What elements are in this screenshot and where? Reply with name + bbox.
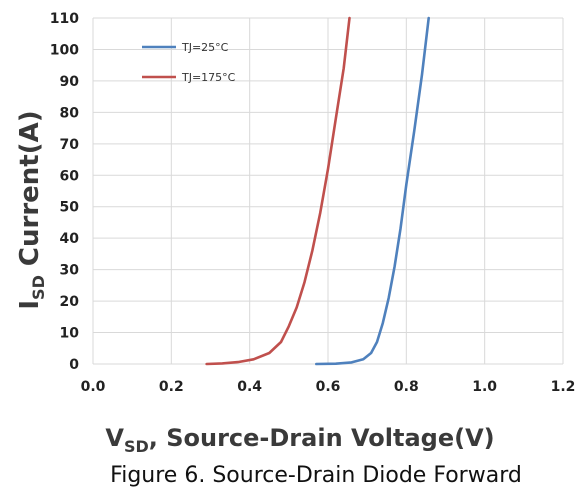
series-line-0	[315, 16, 430, 366]
y-axis-label: ISD Current(A)	[15, 110, 48, 309]
x-tick-label: 0.0	[81, 379, 106, 395]
chart-grid	[92, 17, 564, 365]
series-line-1	[205, 16, 351, 366]
figure-caption: Figure 6. Source-Drain Diode Forward	[110, 463, 522, 488]
x-tick-label: 1.2	[551, 379, 576, 395]
y-tick-label: 20	[60, 294, 80, 310]
y-tick-label: 0	[69, 357, 79, 373]
y-tick-label: 110	[50, 11, 79, 27]
legend-label: TJ=175°C	[181, 71, 236, 84]
y-tick-labels: 0 10 20 30 40 50 60 70 80 90 100 110	[50, 11, 79, 373]
y-tick-label: 80	[60, 105, 80, 121]
y-tick-label: 90	[60, 74, 80, 90]
y-tick-label: 10	[60, 326, 80, 342]
x-tick-label: 0.4	[237, 379, 262, 395]
x-tick-label: 0.2	[159, 379, 184, 395]
y-tick-label: 50	[60, 200, 80, 216]
x-tick-label: 1.0	[472, 379, 497, 395]
y-tick-label: 30	[60, 263, 80, 279]
x-tick-labels: 0.0 0.2 0.4 0.6 0.8 1.0 1.2	[81, 379, 576, 395]
y-tick-label: 100	[50, 42, 79, 58]
x-axis-label: VSD, Source-Drain Voltage(V)	[105, 424, 494, 456]
legend-label: TJ=25°C	[181, 41, 229, 54]
x-tick-label: 0.6	[316, 379, 341, 395]
y-tick-label: 40	[60, 231, 80, 247]
chart-series	[205, 16, 430, 366]
y-tick-label: 60	[60, 168, 80, 184]
chart-legend: TJ=25°C TJ=175°C	[142, 41, 236, 84]
y-tick-label: 70	[60, 137, 80, 153]
x-tick-label: 0.8	[394, 379, 419, 395]
